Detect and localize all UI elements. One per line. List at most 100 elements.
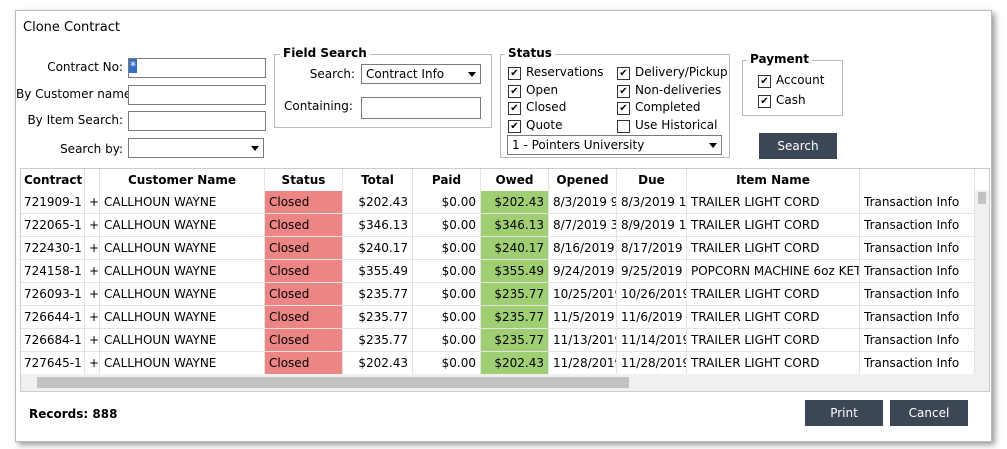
search-combo[interactable]: Contract Info [361,64,481,84]
table-cell: 721909-1 [21,191,85,214]
table-cell: TRAILER LIGHT CORD [687,283,860,306]
table-cell: + [85,237,100,260]
column-header[interactable]: Paid [413,169,481,192]
table-cell: Closed [265,306,343,329]
table-cell: + [85,329,100,352]
checkbox[interactable]: ✔ [508,84,521,98]
table-cell: $0.00 [413,237,481,260]
combo-value: Contract Info [366,67,445,81]
table-cell: + [85,352,100,375]
table-cell: 11/5/2019 8 [549,306,617,329]
table-cell: 11/6/2019 1 [617,306,687,329]
table-cell: 11/28/2019 [617,352,687,375]
table-cell: $235.77 [343,329,413,352]
group-title: Field Search [280,46,370,60]
table-cell: 11/14/2019 [617,329,687,352]
checkbox[interactable] [617,119,630,133]
checkbox-label: Delivery/Pickup [635,65,728,79]
checkbox[interactable]: ✔ [508,102,521,115]
table-cell[interactable]: Transaction Info [860,352,975,375]
location-combo[interactable]: 1 - Pointers University [507,135,722,155]
contract-input[interactable]: * [128,58,266,78]
table-cell: CALLHOUN WAYNE [100,352,265,375]
combo-value: 1 - Pointers University [512,138,645,152]
table-cell: $235.77 [343,283,413,306]
table-cell: 8/16/2019 7 [549,237,617,260]
table-cell: $202.43 [343,352,413,375]
table-cell: $346.13 [481,214,549,237]
table-cell: $202.43 [481,191,549,214]
table-cell[interactable]: Transaction Info [860,306,975,329]
table-cell: $355.49 [343,260,413,283]
checkbox[interactable]: ✔ [617,67,630,80]
label: By Item Search: [27,113,123,127]
checkbox-label: Non-deliveries [635,82,722,97]
column-header[interactable]: Opened [549,169,617,192]
cancel-button[interactable]: Cancel [890,400,968,426]
table-cell: CALLHOUN WAYNE [100,214,265,237]
table-cell[interactable]: Transaction Info [860,283,975,306]
table-cell: $235.77 [343,306,413,329]
containing-input[interactable] [361,97,481,119]
label: Containing: [284,99,353,113]
table-cell: TRAILER LIGHT CORD [687,352,860,375]
item-input[interactable] [128,111,266,131]
table-cell: CALLHOUN WAYNE [100,283,265,306]
table-cell: $0.00 [413,260,481,283]
table-cell: TRAILER LIGHT CORD [687,306,860,329]
column-header[interactable]: Status [265,169,343,192]
column-header[interactable]: Customer Name [100,169,265,192]
table-cell: Closed [265,329,343,352]
table-cell: 8/9/2019 11 [617,214,687,237]
h-scrollbar[interactable] [21,374,989,391]
table-cell[interactable]: Transaction Info [860,260,975,283]
label: Contract No: [47,60,123,74]
table-cell: + [85,214,100,237]
table-cell: 726684-1 [21,329,85,352]
checkbox-label: Reservations [526,65,604,79]
table-cell: Closed [265,214,343,237]
checkbox-label: Cash [776,93,806,107]
table-cell: TRAILER LIGHT CORD [687,214,860,237]
print-button[interactable]: Print [805,400,883,426]
table-cell: $235.77 [481,283,549,306]
column-header[interactable]: Contract [21,169,85,192]
table-cell[interactable]: Transaction Info [860,214,975,237]
search-button[interactable]: Search [759,133,837,159]
checkbox[interactable]: ✔ [758,75,771,88]
checkbox[interactable]: ✔ [758,95,771,108]
table-cell: CALLHOUN WAYNE [100,237,265,260]
checkbox-label: Use Historical [635,117,718,132]
checkbox[interactable]: ✔ [508,119,521,133]
table-cell: 8/3/2019 9: [549,191,617,214]
table-cell[interactable]: Transaction Info [860,191,975,214]
table-cell: + [85,306,100,329]
group-title: Status [505,46,555,60]
label: Search by: [60,142,123,156]
table-cell: 8/7/2019 3: [549,214,617,237]
table-cell: Closed [265,237,343,260]
table-cell: CALLHOUN WAYNE [100,329,265,352]
column-header[interactable]: Due [617,169,687,192]
table-cell: TRAILER LIGHT CORD [687,237,860,260]
table-cell: 727645-1 [21,352,85,375]
table-cell[interactable]: Transaction Info [860,329,975,352]
table-cell: $235.77 [481,329,549,352]
checkbox[interactable]: ✔ [508,67,521,80]
field-search-group [274,54,492,128]
column-header[interactable]: Owed [481,169,549,192]
search-by-combo[interactable] [128,138,264,158]
checkbox[interactable]: ✔ [617,84,630,98]
table-cell: $235.77 [481,306,549,329]
label: By Customer name: [16,87,136,101]
table-cell: $202.43 [481,352,549,375]
v-scrollbar[interactable] [975,190,989,374]
table-cell: Closed [265,191,343,214]
customer-input[interactable] [128,85,266,105]
table-cell: POPCORN MACHINE 6oz KETTL [687,260,860,283]
checkbox[interactable]: ✔ [617,102,630,115]
column-header[interactable]: Total [343,169,413,192]
table-cell[interactable]: Transaction Info [860,237,975,260]
column-header[interactable]: Item Name [687,169,860,192]
